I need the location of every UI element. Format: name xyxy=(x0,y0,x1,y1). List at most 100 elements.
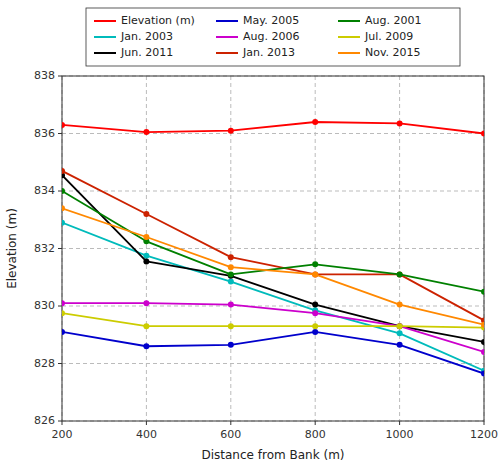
series-line xyxy=(62,191,484,292)
tick xyxy=(58,306,62,307)
y-axis-label: Elevation (m) xyxy=(5,208,19,289)
series-line xyxy=(62,313,484,327)
tick-label: 826 xyxy=(34,414,55,427)
legend-label: May. 2005 xyxy=(243,14,299,27)
tick xyxy=(58,363,62,364)
point xyxy=(62,220,65,226)
tick xyxy=(146,421,147,425)
tick xyxy=(58,421,62,422)
point xyxy=(62,122,65,128)
point xyxy=(228,302,234,308)
tick-label: 1000 xyxy=(386,428,414,441)
legend-swatch xyxy=(94,52,116,54)
series-line xyxy=(62,122,484,134)
point xyxy=(397,271,403,277)
point xyxy=(397,330,403,336)
point xyxy=(62,205,65,211)
tick xyxy=(315,421,316,425)
tick-label: 832 xyxy=(34,242,55,255)
point xyxy=(312,323,318,329)
point xyxy=(397,323,403,329)
point xyxy=(228,342,234,348)
legend-swatch xyxy=(94,36,116,38)
series-line xyxy=(62,223,484,371)
point xyxy=(397,342,403,348)
point xyxy=(228,279,234,285)
point xyxy=(143,258,149,264)
tick xyxy=(62,421,63,425)
legend-label: Elevation (m) xyxy=(121,14,195,27)
point xyxy=(62,310,65,316)
legend: Elevation (m) Jan. 2003 Jun. 2011 May. 2005… xyxy=(86,8,460,66)
legend-swatch xyxy=(338,52,360,54)
point xyxy=(397,120,403,126)
point xyxy=(228,271,234,277)
point xyxy=(397,271,403,277)
legend-swatch xyxy=(94,20,116,22)
series-line xyxy=(62,208,484,324)
legend-label: Nov. 2015 xyxy=(365,46,421,59)
legend-swatch xyxy=(338,20,360,22)
tick xyxy=(58,133,62,134)
legend-swatch xyxy=(216,20,238,22)
plot-frame xyxy=(62,76,484,421)
point xyxy=(143,343,149,349)
grid-line xyxy=(62,306,484,307)
grid-line xyxy=(146,76,147,421)
point xyxy=(481,339,484,345)
tick-label: 1200 xyxy=(470,428,498,441)
legend-swatch xyxy=(216,36,238,38)
legend-label: Jan. 2013 xyxy=(242,46,295,59)
point xyxy=(228,128,234,134)
tick xyxy=(484,421,485,425)
point xyxy=(312,261,318,267)
plot-area xyxy=(62,119,484,377)
tick-label: 830 xyxy=(34,299,55,312)
tick-label: 800 xyxy=(305,428,326,441)
tick-label: 400 xyxy=(136,428,157,441)
chart: 8268288308328348368382004006008001000120… xyxy=(0,0,500,471)
point xyxy=(312,271,318,277)
tick-label: 828 xyxy=(34,357,55,370)
tick xyxy=(58,191,62,192)
grid xyxy=(62,76,484,421)
tick-label: 834 xyxy=(34,184,55,197)
tick-label: 200 xyxy=(52,428,73,441)
point xyxy=(62,300,65,306)
grid-line xyxy=(62,191,484,192)
point xyxy=(228,254,234,260)
legend-label: Aug. 2001 xyxy=(365,14,421,27)
point xyxy=(312,119,318,125)
grid-line xyxy=(315,76,316,421)
series-line xyxy=(62,175,484,342)
series-line xyxy=(62,171,484,321)
point xyxy=(312,310,318,316)
point xyxy=(481,289,484,295)
point xyxy=(397,323,403,329)
point xyxy=(62,188,65,194)
point xyxy=(481,322,484,328)
point xyxy=(143,129,149,135)
tick xyxy=(399,421,400,425)
legend-swatch xyxy=(216,52,238,54)
legend-label: Jul. 2009 xyxy=(364,30,413,43)
point xyxy=(312,329,318,335)
point xyxy=(481,131,484,137)
legend-label: Aug. 2006 xyxy=(243,30,299,43)
point xyxy=(481,371,484,377)
tick-label: 836 xyxy=(34,127,55,140)
legend-label: Jan. 2003 xyxy=(120,30,173,43)
point xyxy=(228,323,234,329)
point xyxy=(62,329,65,335)
point xyxy=(143,253,149,259)
series-line xyxy=(62,332,484,374)
point xyxy=(143,323,149,329)
legend-label: Jun. 2011 xyxy=(120,46,173,59)
tick-label: 600 xyxy=(220,428,241,441)
tick xyxy=(58,248,62,249)
axes: 8268288308328348368382004006008001000120… xyxy=(34,69,498,441)
point xyxy=(143,300,149,306)
point xyxy=(228,264,234,270)
grid-line xyxy=(399,76,400,421)
x-axis-label: Distance from Bank (m) xyxy=(201,448,344,462)
